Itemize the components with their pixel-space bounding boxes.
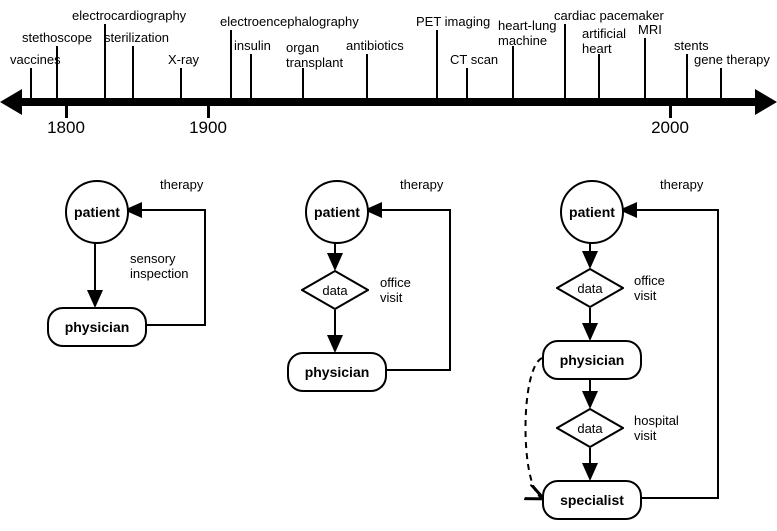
event-tick	[564, 24, 566, 98]
event-label: heart-lungmachine	[498, 18, 557, 48]
event-label: CT scan	[450, 52, 498, 67]
event-label: MRI	[638, 22, 662, 37]
event-label: stents	[674, 38, 709, 53]
event-tick	[180, 68, 182, 98]
event-label: cardiac pacemaker	[554, 8, 664, 23]
edge-label: sensoryinspection	[130, 252, 189, 282]
node-specialist: specialist	[542, 480, 642, 520]
edge-label: officevisit	[380, 276, 411, 306]
event-tick	[466, 68, 468, 98]
event-tick	[366, 54, 368, 98]
event-tick	[686, 54, 688, 98]
event-label: gene therapy	[694, 52, 770, 67]
node-patient: patient	[560, 180, 624, 244]
node-physician: physician	[47, 307, 147, 347]
event-tick	[230, 30, 232, 98]
event-label: organtransplant	[286, 40, 343, 70]
edge-label: therapy	[660, 178, 703, 193]
timeline-bar	[14, 98, 763, 106]
timeline-arrow-right	[755, 89, 777, 115]
node-data1: data	[556, 268, 624, 308]
event-tick	[436, 30, 438, 98]
event-label: vaccines	[10, 52, 61, 67]
node-patient: patient	[305, 180, 369, 244]
event-tick	[644, 38, 646, 98]
event-label: insulin	[234, 38, 271, 53]
figure-canvas: 1800 1900 2000 vaccines stethoscope electroca…	[0, 0, 777, 531]
event-tick	[598, 54, 600, 98]
event-tick	[56, 46, 58, 98]
event-tick	[250, 54, 252, 98]
event-label: electroencephalography	[220, 14, 359, 29]
event-tick	[302, 68, 304, 98]
flowchart-area: patient physician sensoryinspection therapy…	[0, 160, 777, 531]
event-tick	[512, 46, 514, 98]
edge	[526, 358, 543, 498]
event-label: stethoscope	[22, 30, 92, 45]
event-tick	[132, 46, 134, 98]
edge-label: hospitalvisit	[634, 414, 679, 444]
node-data2: data	[556, 408, 624, 448]
event-label: electrocardiography	[72, 8, 186, 23]
year-label: 1900	[189, 118, 227, 138]
year-tick	[207, 106, 210, 118]
node-patient: patient	[65, 180, 129, 244]
event-label: antibiotics	[346, 38, 404, 53]
edge-label: officevisit	[634, 274, 665, 304]
event-label: artificialheart	[582, 26, 626, 56]
event-label: sterilization	[104, 30, 169, 45]
event-label: X-ray	[168, 52, 199, 67]
event-label: PET imaging	[416, 14, 490, 29]
node-data: data	[301, 270, 369, 310]
node-physician: physician	[287, 352, 387, 392]
event-tick	[30, 68, 32, 98]
node-physician: physician	[542, 340, 642, 380]
year-label: 1800	[47, 118, 85, 138]
year-tick	[65, 106, 68, 118]
edge-label: therapy	[400, 178, 443, 193]
edge-label: therapy	[160, 178, 203, 193]
year-tick	[669, 106, 672, 118]
event-tick	[720, 68, 722, 98]
year-label: 2000	[651, 118, 689, 138]
